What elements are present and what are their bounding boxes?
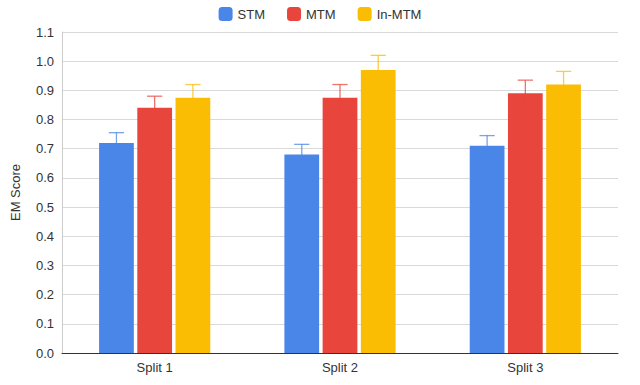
- svg-text:Split 2: Split 2: [322, 360, 358, 375]
- svg-text:EM Score: EM Score: [8, 164, 23, 221]
- svg-text:Split 3: Split 3: [507, 360, 543, 375]
- svg-text:1.0: 1.0: [36, 54, 54, 69]
- svg-text:Split 1: Split 1: [137, 360, 173, 375]
- svg-text:In-MTM: In-MTM: [377, 7, 422, 22]
- svg-text:0.7: 0.7: [36, 141, 54, 156]
- svg-text:MTM: MTM: [306, 7, 336, 22]
- svg-text:STM: STM: [238, 7, 265, 22]
- svg-text:0.1: 0.1: [36, 316, 54, 331]
- svg-text:0.8: 0.8: [36, 112, 54, 127]
- svg-text:0.4: 0.4: [36, 229, 54, 244]
- svg-text:0.9: 0.9: [36, 83, 54, 98]
- svg-text:0.5: 0.5: [36, 200, 54, 215]
- svg-text:1.1: 1.1: [36, 25, 54, 40]
- svg-text:0.2: 0.2: [36, 287, 54, 302]
- svg-text:0.0: 0.0: [36, 346, 54, 361]
- svg-text:0.6: 0.6: [36, 170, 54, 185]
- svg-text:0.3: 0.3: [36, 258, 54, 273]
